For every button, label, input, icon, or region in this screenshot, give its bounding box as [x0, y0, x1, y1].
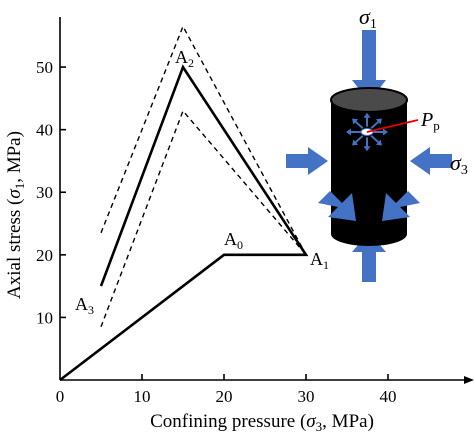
sigma3-label: σ3	[450, 150, 468, 178]
x-axis-title: Confining pressure (σ3, MPa)	[150, 411, 374, 434]
stress-path-line	[59, 64, 309, 382]
y-tick-label: 10	[36, 308, 53, 327]
pore-pressure-arrow-head	[352, 139, 359, 146]
pore-pressure-arrows	[346, 112, 388, 152]
point-label-A1: A1	[310, 249, 329, 272]
point-label-A3: A3	[75, 294, 94, 317]
x-axis-arrowhead	[464, 376, 474, 384]
y-tick-label: 20	[36, 246, 53, 265]
diagonal-left-arrow	[318, 191, 356, 221]
labels-layer: A0 A1 A2 A3	[75, 47, 329, 317]
pore-pressure-label: Pp	[420, 109, 440, 133]
y-axis-title: Axial stress (σ1, MPa)	[4, 131, 27, 299]
pore-pressure-arrow-head	[352, 118, 359, 125]
specimen-top	[330, 87, 408, 113]
specimen-diagram: σ1 σ3 Pp	[286, 4, 468, 282]
pore-pressure-arrow-head	[375, 118, 382, 125]
point-label-A0: A0	[224, 229, 243, 252]
pore-pressure-arrow-head	[375, 139, 382, 146]
dashed-bound-line-1	[100, 24, 307, 256]
axes: 0 10 20 30 40 10 20 30 40 50	[36, 17, 474, 406]
x-tick-label: 0	[56, 387, 65, 406]
x-tick-label: 10	[134, 387, 151, 406]
y-tick-label: 30	[36, 183, 53, 202]
specimen-bottom	[331, 222, 407, 246]
sigma1-top-arrow	[352, 30, 386, 102]
pore-pressure-arrow-shaft	[354, 120, 364, 129]
pore-pressure-arrow-shaft	[354, 135, 364, 144]
sigma3-right-arrow	[410, 147, 452, 175]
point-label-A2: A2	[175, 47, 194, 70]
sigma1-label: σ1	[359, 4, 377, 32]
diagonal-right-arrow	[382, 191, 420, 221]
y-tick-label: 50	[36, 58, 53, 77]
pore-pressure-arrow-head	[363, 112, 371, 118]
x-tick-label: 30	[298, 387, 315, 406]
pore-pressure-arrow-head	[383, 128, 388, 136]
x-tick-label: 40	[380, 387, 397, 406]
pore-pressure-arrow-shaft	[370, 120, 380, 129]
sigma3-left-arrow	[286, 147, 328, 175]
pore-pressure-leader	[366, 119, 419, 133]
pore-pressure-arrow-shaft	[370, 135, 380, 144]
data-layer	[59, 24, 309, 382]
pore-pressure-arrow-head	[346, 128, 351, 136]
pore-pressure-arrow-head	[363, 146, 371, 152]
dashed-bound-line-2	[100, 109, 307, 328]
x-tick-label: 20	[216, 387, 233, 406]
y-tick-label: 40	[36, 121, 53, 140]
